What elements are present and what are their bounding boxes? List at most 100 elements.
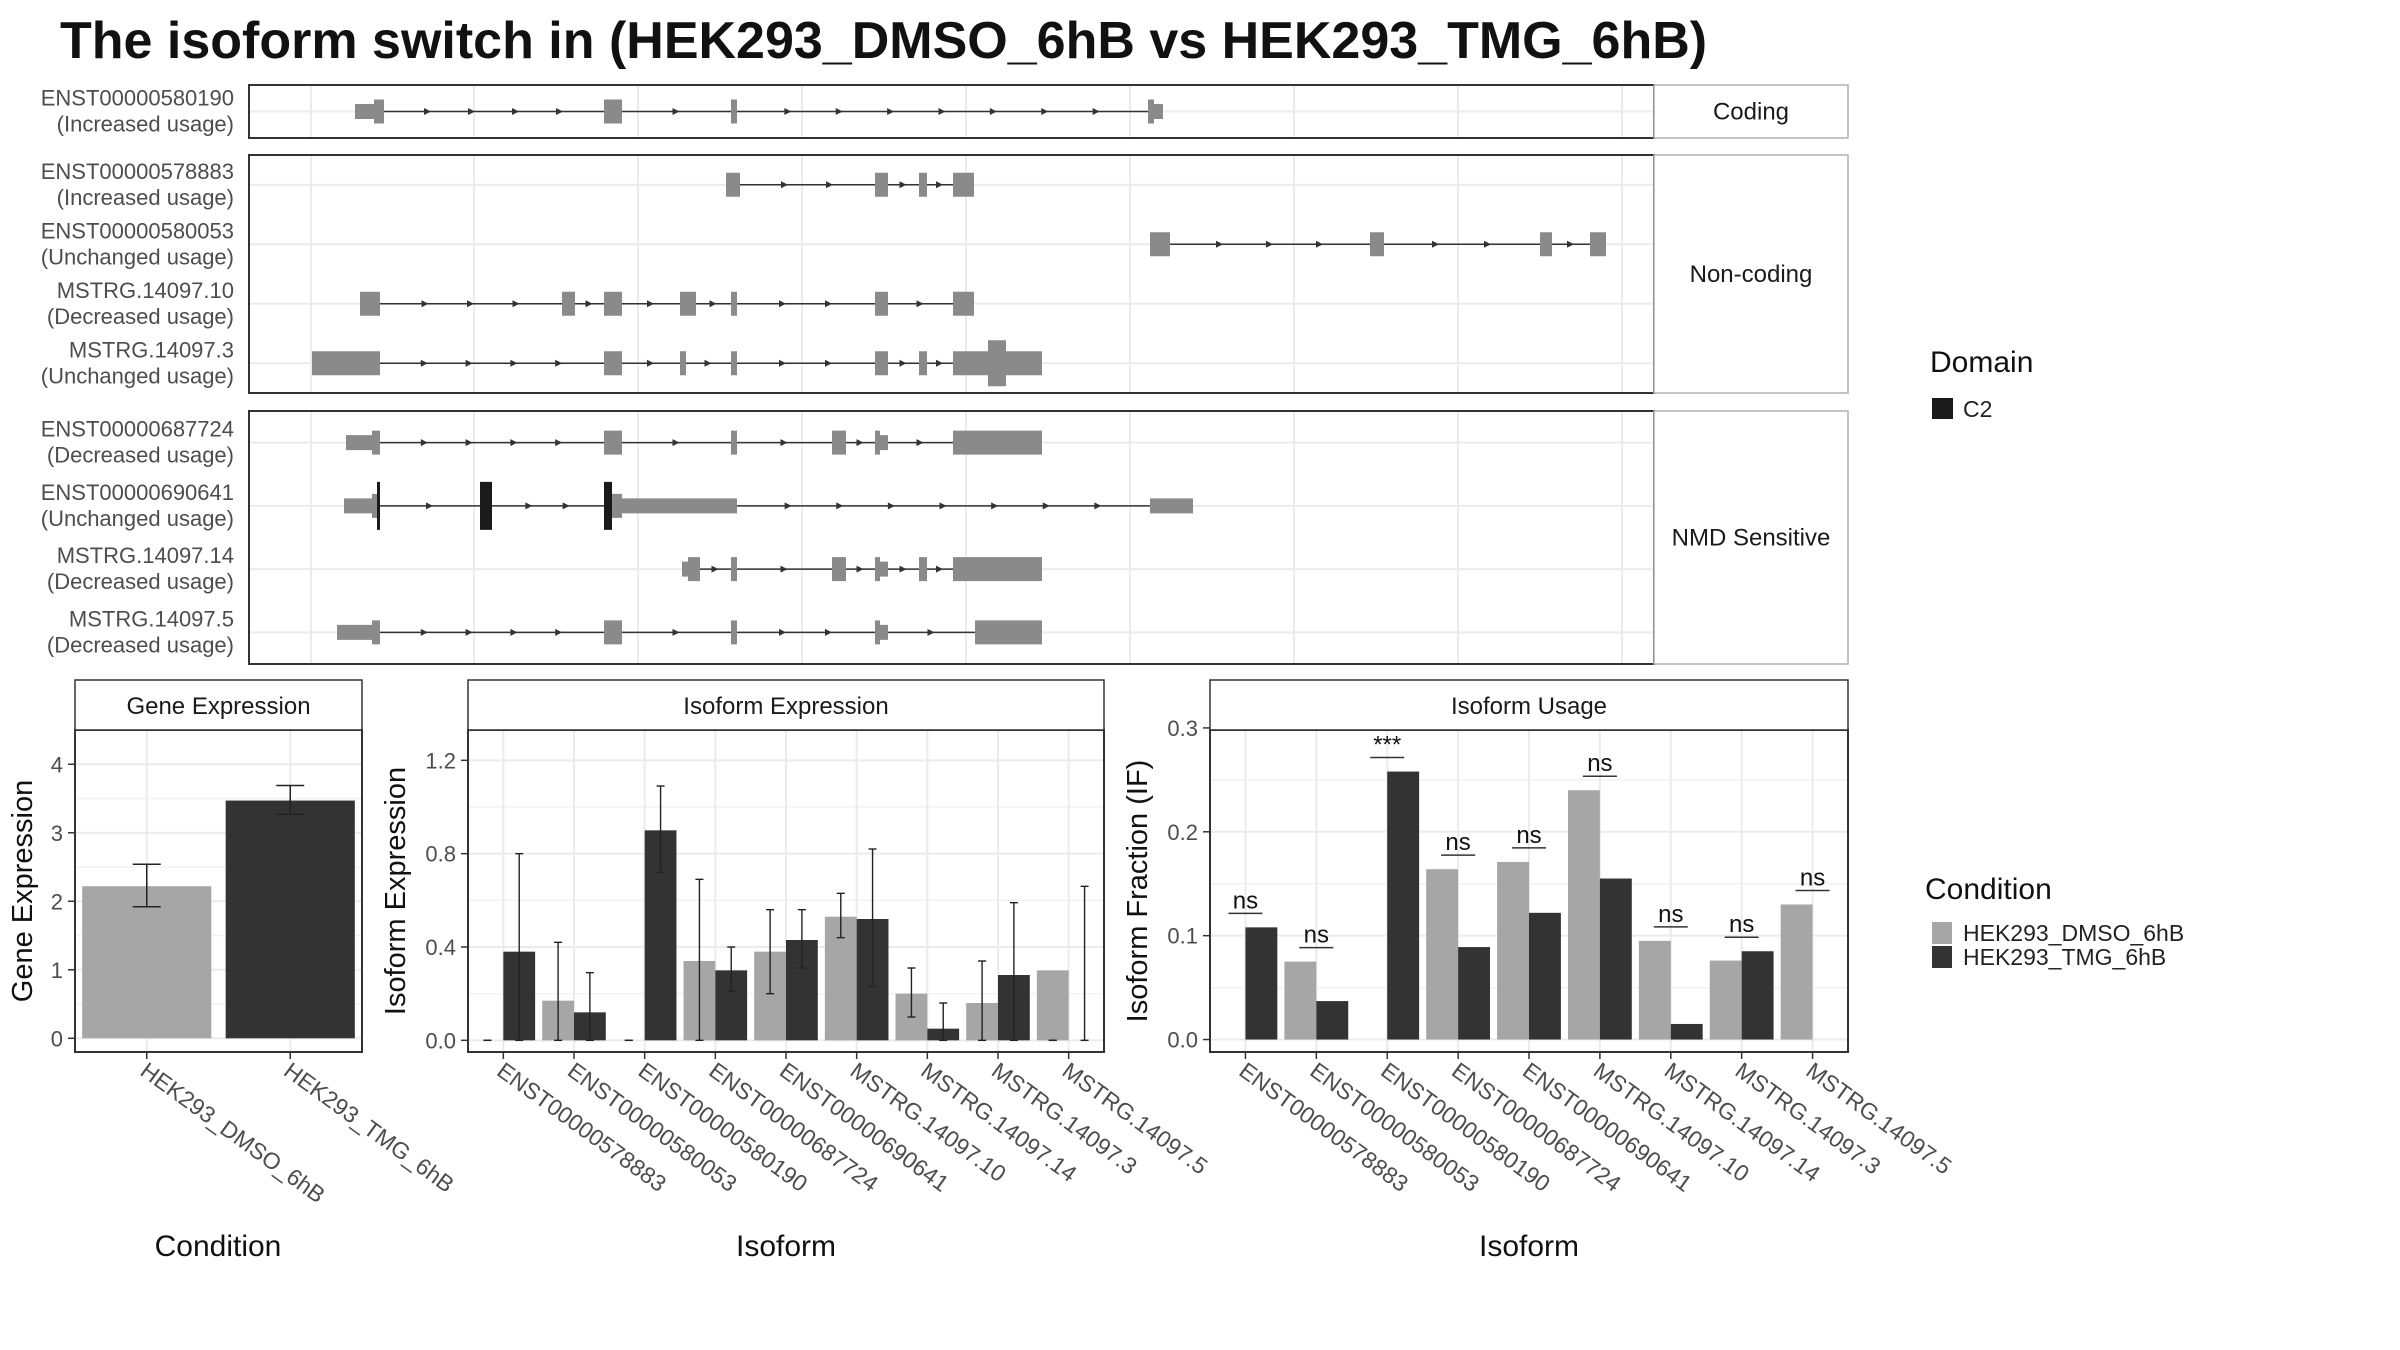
exon	[832, 557, 846, 582]
condition-legend-key-tmg	[1932, 946, 1952, 968]
intron-direction-arrow	[672, 108, 680, 115]
x-axis-title: Condition	[155, 1230, 282, 1263]
intron-direction-arrow	[916, 439, 924, 447]
intron-direction-arrow	[704, 359, 712, 367]
y-tick-label: 4	[51, 752, 63, 777]
intron-direction-arrow	[856, 565, 864, 573]
y-tick-label: 0	[51, 1026, 63, 1051]
exon	[731, 99, 737, 124]
intron-direction-arrow	[899, 565, 907, 573]
intron-direction-arrow	[991, 502, 999, 510]
y-tick-label: 0.1	[1167, 924, 1198, 949]
intron-direction-arrow	[887, 108, 895, 115]
transcript-status-label: (Decreased usage)	[47, 569, 234, 594]
transcript-panel-coding: ENST00000580190(Increased usage) Coding	[41, 84, 1849, 139]
intron-direction-arrow	[420, 439, 428, 447]
intron-direction-arrow	[1432, 240, 1439, 248]
exon	[953, 291, 974, 316]
exon	[374, 99, 384, 124]
bar-HEK293_DMSO_6hB	[82, 886, 212, 1039]
exon	[312, 351, 380, 376]
intron-direction-arrow	[825, 628, 832, 636]
bar-HEK293_TMG_6hB-ENST00000687724	[1458, 947, 1491, 1040]
exon	[604, 351, 622, 376]
transcript-MSTRG.14097.5	[337, 620, 1042, 645]
exon	[622, 498, 737, 514]
intron-direction-arrow	[585, 300, 593, 308]
exon	[1148, 99, 1154, 124]
transcript-ENST00000690641	[344, 481, 1193, 530]
intron-direction-arrow	[1041, 108, 1049, 115]
exon	[731, 620, 737, 645]
exon	[875, 620, 880, 645]
intron-direction-arrow	[465, 628, 473, 636]
transcript-status-label: (Decreased usage)	[47, 443, 234, 468]
exon	[355, 104, 374, 119]
exon	[880, 435, 888, 451]
intron-direction-arrow	[647, 359, 654, 367]
significance-label: ns	[1587, 750, 1612, 777]
transcript-id-label: ENST00000687724	[41, 417, 234, 442]
intron-direction-arrow	[887, 502, 895, 510]
exon	[875, 351, 888, 376]
panel-strip-label: Coding	[1713, 99, 1789, 126]
y-tick-label: 3	[51, 821, 63, 846]
exon	[953, 351, 988, 376]
panel-strip	[1209, 679, 1849, 731]
bar-HEK293_TMG_6hB-ENST00000580053	[1316, 1001, 1349, 1040]
transcript-id-label: ENST00000580190	[41, 86, 234, 111]
bar-HEK293_DMSO_6hB-MSTRG.14097.5	[1036, 970, 1069, 1041]
intron-direction-arrow	[562, 502, 570, 510]
transcript-MSTRG.14097.10	[360, 291, 974, 316]
chart-isoform-usage: ns ns *** ns ns ns ns ns ns Isoform Usage 0.0 0.1 0.…	[1122, 679, 1957, 1263]
intron-direction-arrow	[465, 359, 473, 367]
panel-strip	[1653, 84, 1849, 139]
intron-direction-arrow	[780, 439, 788, 447]
intron-direction-arrow	[1484, 240, 1491, 248]
domain-legend-label-c2: C2	[1963, 396, 1992, 422]
intron-direction-arrow	[647, 300, 654, 308]
significance-label: ns	[1729, 911, 1754, 938]
panel-background	[249, 155, 1654, 393]
bar-HEK293_DMSO_6hB-MSTRG.14097.14	[1638, 940, 1671, 1040]
intron-direction-arrow	[672, 439, 680, 447]
x-axis-title: Isoform	[736, 1230, 836, 1263]
significance-label: ns	[1445, 829, 1470, 856]
intron-direction-arrow	[989, 108, 997, 115]
intron-direction-arrow	[510, 439, 518, 447]
y-tick-label: 1.2	[425, 748, 456, 773]
intron-direction-arrow	[784, 108, 792, 115]
intron-direction-arrow	[512, 108, 519, 115]
exon	[731, 351, 737, 376]
transcript-id-label: ENST00000580053	[41, 218, 234, 243]
intron-direction-arrow	[779, 300, 786, 308]
exon	[682, 561, 688, 577]
bar-HEK293_TMG_6hB-ENST00000690641	[1529, 912, 1561, 1040]
transcript-ENST00000580053	[1150, 232, 1606, 257]
exon	[337, 624, 372, 640]
intron-direction-arrow	[1042, 502, 1050, 510]
exon	[680, 351, 686, 376]
intron-direction-arrow	[825, 359, 832, 367]
intron-direction-arrow	[1567, 240, 1574, 248]
exon	[1006, 351, 1042, 376]
chart-isoform-expression: Isoform Expression0.00.40.81.2ENST000005…	[380, 679, 1213, 1263]
exon	[360, 291, 380, 316]
bar-HEK293_DMSO_6hB-ENST00000690641	[1497, 861, 1529, 1040]
exon	[604, 430, 622, 455]
bar-HEK293_DMSO_6hB-MSTRG.14097.10	[1567, 790, 1600, 1040]
transcript-structure-panels: ENST00000580190(Increased usage) CodingEN…	[41, 84, 1849, 665]
exon	[562, 291, 575, 316]
intron-direction-arrow	[711, 565, 719, 573]
intron-direction-arrow	[424, 108, 431, 115]
exon	[919, 172, 927, 197]
exon	[731, 430, 737, 455]
domain-legend-key-c2	[1932, 398, 1953, 419]
transcript-status-label: (Increased usage)	[57, 112, 234, 137]
legends: Domain C2 Condition HEK293_DMSO_6hB HEK2…	[1925, 346, 2184, 970]
exon	[731, 291, 737, 316]
intron-direction-arrow	[709, 300, 717, 308]
transcript-panel-non-coding: ENST00000578883(Increased usage) ENST0000…	[41, 154, 1849, 394]
y-tick-label: 1	[51, 958, 63, 983]
